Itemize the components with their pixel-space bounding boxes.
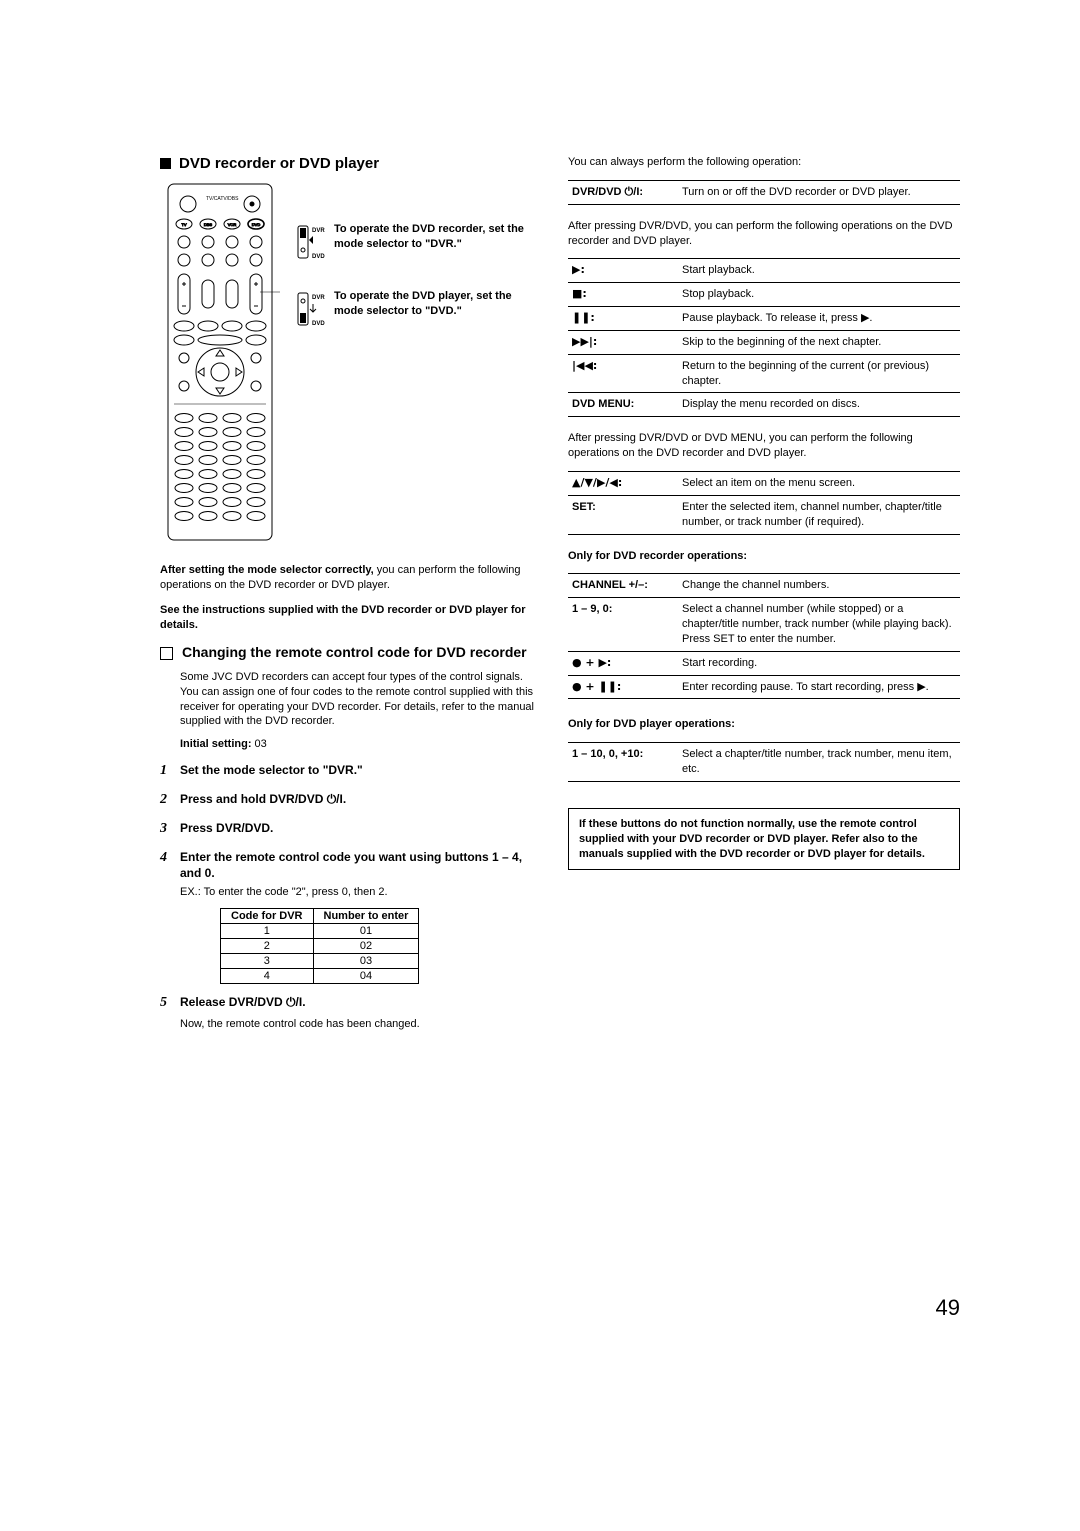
t4-3v: Enter recording pause. To start recordin… — [678, 675, 960, 699]
t3-0v: Select an item on the menu screen. — [678, 471, 960, 495]
step-3-text: Press DVR/DVD. — [180, 820, 273, 839]
svg-text:DVR: DVR — [312, 228, 325, 234]
t1-k: DVR/DVD ⏻/I: — [568, 180, 678, 204]
code-table-h1: Code for DVR — [221, 908, 314, 923]
remote-illustration-block: TV/CATV/DBS TV DBS VCR DVD — [160, 182, 540, 547]
svg-text:VCR: VCR — [228, 222, 237, 227]
step-4-sub: EX.: To enter the code "2", press 0, the… — [160, 885, 540, 900]
changing-code-heading-text: Changing the remote control code for DVD… — [182, 644, 527, 662]
initial-setting-value: 03 — [252, 738, 267, 750]
section-heading-dvd: DVD recorder or DVD player — [160, 155, 540, 172]
step-1-text: Set the mode selector to "DVR." — [180, 762, 363, 781]
step-5-text: Release DVR/DVD ⏻/I. — [180, 994, 306, 1013]
ct-r4c1: 4 — [221, 968, 314, 983]
svg-text:DVD: DVD — [312, 254, 325, 260]
step-5-sub: Now, the remote control code has been ch… — [160, 1017, 540, 1032]
remote-illustration: TV/CATV/DBS TV DBS VCR DVD — [160, 182, 280, 547]
t2-2k: ❚❚: — [568, 307, 678, 331]
t2-5k: DVD MENU: — [568, 393, 678, 417]
t4-1k: 1 – 9, 0: — [568, 598, 678, 652]
t4-2v: Start recording. — [678, 651, 960, 675]
initial-setting-label: Initial setting: — [180, 738, 252, 750]
t1-v: Turn on or off the DVD recorder or DVD p… — [678, 180, 960, 204]
t2-3v: Skip to the beginning of the next chapte… — [678, 330, 960, 354]
t4-3k: ● + ❚❚: — [568, 675, 678, 699]
t3-0k: ▲/▼/▶/◀: — [568, 471, 678, 495]
step-2: 2Press and hold DVR/DVD ⏻/I. — [160, 791, 540, 810]
ref-table-1: DVR/DVD ⏻/I:Turn on or off the DVD recor… — [568, 180, 960, 205]
code-table-h2: Number to enter — [313, 908, 419, 923]
t2-4k: |◀◀: — [568, 354, 678, 393]
t2-1k: ■: — [568, 283, 678, 307]
after-t2: After pressing DVR/DVD or DVD MENU, you … — [568, 431, 960, 461]
svg-text:TV: TV — [181, 222, 186, 227]
step-1: 1Set the mode selector to "DVR." — [160, 762, 540, 781]
t2-2v: Pause playback. To release it, press ▶. — [678, 307, 960, 331]
t2-1v: Stop playback. — [678, 283, 960, 307]
svg-text:DVR: DVR — [312, 295, 325, 301]
ref-table-3: ▲/▼/▶/◀:Select an item on the menu scree… — [568, 471, 960, 535]
t5-0v: Select a chapter/title number, track num… — [678, 743, 960, 782]
mode-selector-dvd-text: To operate the DVD player, set the mode … — [334, 289, 540, 334]
note-box: If these buttons do not function normall… — [568, 808, 960, 871]
t3-1k: SET: — [568, 495, 678, 534]
ct-r1c1: 1 — [221, 923, 314, 938]
t4-1v: Select a channel number (while stopped) … — [678, 598, 960, 652]
changing-code-heading: Changing the remote control code for DVD… — [160, 644, 540, 662]
page-number: 49 — [936, 1295, 960, 1321]
svg-text:DBS: DBS — [204, 222, 213, 227]
t2-5v: Display the menu recorded on discs. — [678, 393, 960, 417]
ct-r2c2: 02 — [313, 938, 419, 953]
initial-setting: Initial setting: 03 — [160, 737, 540, 752]
ct-r3c1: 3 — [221, 953, 314, 968]
code-table: Code for DVR Number to enter 101 202 303… — [220, 908, 419, 984]
changing-code-body: Some JVC DVD recorders can accept four t… — [160, 670, 540, 729]
t4-2k: ● + ▶: — [568, 651, 678, 675]
step-3: 3Press DVR/DVD. — [160, 820, 540, 839]
ref-table-5: 1 – 10, 0, +10:Select a chapter/title nu… — [568, 742, 960, 782]
t4-0k: CHANNEL +/–: — [568, 574, 678, 598]
svg-text:TV/CATV/DBS: TV/CATV/DBS — [206, 196, 239, 202]
only-player-label: Only for DVD player operations: — [568, 717, 960, 732]
t3-1v: Enter the selected item, channel number,… — [678, 495, 960, 534]
t5-0k: 1 – 10, 0, +10: — [568, 743, 678, 782]
see-instructions-text: See the instructions supplied with the D… — [160, 603, 540, 633]
t2-4v: Return to the beginning of the current (… — [678, 354, 960, 393]
step-5: 5Release DVR/DVD ⏻/I. — [160, 994, 540, 1013]
t2-0k: ▶: — [568, 259, 678, 283]
after-t1: After pressing DVR/DVD, you can perform … — [568, 219, 960, 249]
t4-0v: Change the channel numbers. — [678, 574, 960, 598]
ref-table-4: CHANNEL +/–:Change the channel numbers. … — [568, 573, 960, 699]
svg-text:DVD: DVD — [252, 222, 261, 227]
mode-selector-dvd-icon: DVR DVD — [292, 289, 326, 334]
step-4: 4Enter the remote control code you want … — [160, 849, 540, 881]
t2-3k: ▶▶|: — [568, 330, 678, 354]
right-intro: You can always perform the following ope… — [568, 155, 960, 170]
section-heading-text: DVD recorder or DVD player — [179, 155, 379, 172]
ct-r2c1: 2 — [221, 938, 314, 953]
svg-text:DVD: DVD — [312, 321, 325, 327]
after-setting-bold: After setting the mode selector correctl… — [160, 564, 374, 576]
step-4-text: Enter the remote control code you want u… — [180, 849, 540, 881]
ct-r1c2: 01 — [313, 923, 419, 938]
ct-r4c2: 04 — [313, 968, 419, 983]
t2-0v: Start playback. — [678, 259, 960, 283]
step-2-text: Press and hold DVR/DVD ⏻/I. — [180, 791, 346, 810]
ref-table-2: ▶:Start playback. ■:Stop playback. ❚❚:Pa… — [568, 258, 960, 417]
mode-selector-dvr-icon: DVR DVD — [292, 222, 326, 267]
after-setting-text: After setting the mode selector correctl… — [160, 563, 540, 593]
mode-selector-dvr-text: To operate the DVD recorder, set the mod… — [334, 222, 540, 267]
only-recorder-label: Only for DVD recorder operations: — [568, 549, 960, 564]
ct-r3c2: 03 — [313, 953, 419, 968]
